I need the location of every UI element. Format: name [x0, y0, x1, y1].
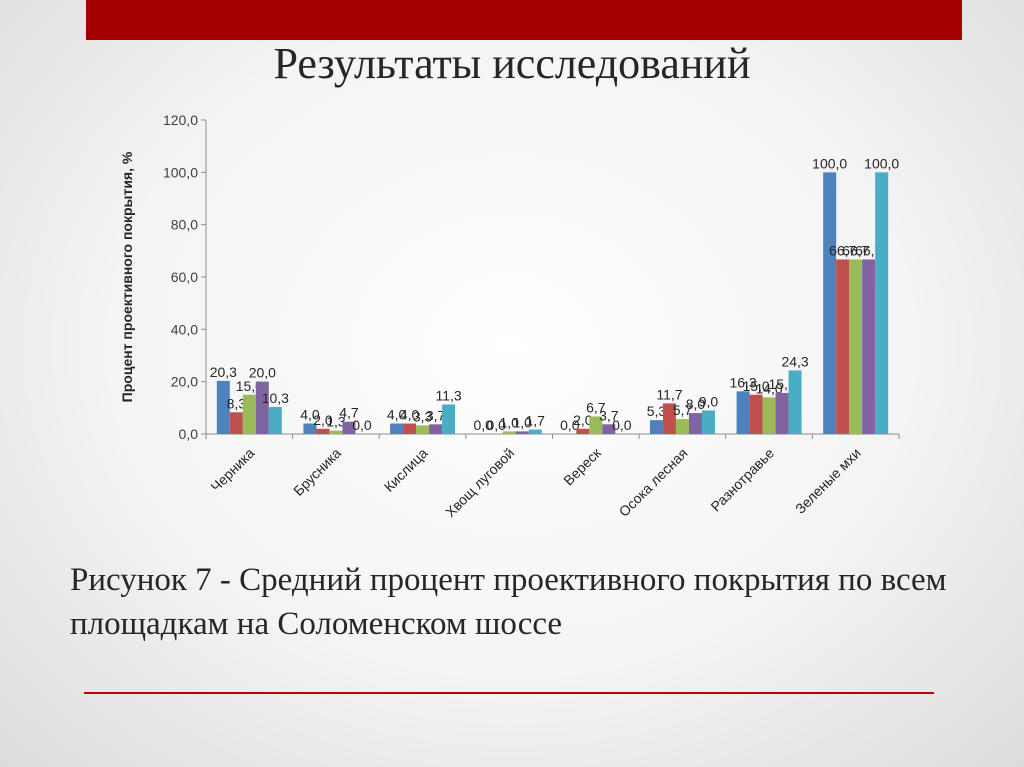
- data-label: 3,7: [599, 407, 619, 423]
- data-label: 20,0: [249, 365, 276, 381]
- category-label: Брусника: [290, 445, 344, 499]
- data-label: 4,7: [339, 405, 359, 421]
- data-label: 5,3: [647, 403, 667, 419]
- data-label: 66,7: [842, 242, 869, 258]
- data-label: 1,7: [525, 413, 545, 429]
- y-tick-label: 60,0: [171, 269, 198, 285]
- bar: [662, 403, 676, 434]
- bar: [736, 391, 750, 434]
- data-label: 0,0: [352, 417, 372, 433]
- bar: [749, 394, 763, 434]
- bar: [502, 431, 516, 434]
- data-label: 2,0: [573, 412, 593, 428]
- data-label: 3,3: [413, 408, 433, 424]
- category-label: Зеленые мхи: [792, 445, 864, 517]
- data-label: 66,7: [829, 242, 856, 258]
- data-label: 0,0: [486, 417, 506, 433]
- bar: [416, 425, 430, 434]
- bar: [688, 413, 702, 434]
- data-label: 11,7: [656, 386, 682, 402]
- data-label: 11,3: [435, 387, 461, 403]
- bar: [216, 380, 230, 434]
- data-label: 0,0: [560, 417, 580, 433]
- bar: [442, 404, 456, 434]
- category-label: Осока лесная: [616, 445, 691, 520]
- data-label: 8,3: [227, 395, 247, 411]
- bottom-divider: [84, 692, 934, 694]
- data-label: 1,0: [499, 414, 519, 430]
- y-tick-label: 40,0: [171, 321, 198, 337]
- bar: [775, 392, 789, 434]
- figure-caption: Рисунок 7 - Средний процент проективного…: [70, 562, 947, 642]
- bar: [849, 259, 863, 434]
- y-tick-label: 80,0: [171, 217, 198, 233]
- bar: [229, 412, 243, 434]
- bar: [649, 420, 663, 434]
- bar: [242, 394, 256, 434]
- data-label: 10,3: [262, 390, 289, 406]
- bar: [528, 429, 542, 434]
- data-label: 20,3: [210, 364, 237, 380]
- slide-title: Результаты исследований: [273, 39, 751, 88]
- data-label: 16,3: [729, 374, 756, 390]
- bar: [429, 424, 443, 434]
- chart-svg: 0,0 20,0 40,0 60,0 80,0 100,0 120,0 Процент про…: [119, 112, 900, 520]
- bar: [602, 424, 616, 434]
- data-label: 8,0: [686, 396, 706, 412]
- bar: [875, 172, 889, 434]
- data-label: 4,0: [300, 407, 320, 423]
- bar: [342, 421, 356, 434]
- bar-chart: 0,0 20,0 40,0 60,0 80,0 100,0 120,0 Процент про…: [100, 100, 920, 560]
- y-tick-label: 120,0: [163, 112, 198, 128]
- data-label: 2,0: [313, 412, 333, 428]
- bar: [403, 423, 417, 434]
- data-label: 3,7: [426, 407, 446, 423]
- bar: [303, 423, 317, 434]
- bar: [255, 381, 269, 434]
- category-label: Разнотравье: [707, 445, 777, 515]
- y-tick-label: 100,0: [163, 164, 198, 180]
- data-label: 0,0: [612, 417, 632, 433]
- top-accent-bar: [86, 0, 962, 40]
- data-label: 6,7: [586, 399, 606, 415]
- data-label: 9,0: [699, 393, 719, 409]
- y-tick-label: 0,0: [179, 426, 199, 442]
- bar: [823, 172, 837, 434]
- category-label: Хвощ луговой: [442, 445, 517, 520]
- bar: [862, 259, 876, 434]
- bar: [390, 423, 404, 434]
- data-label: 14,0: [755, 380, 782, 396]
- bar: [762, 397, 776, 434]
- bar: [836, 259, 850, 434]
- bar: [316, 428, 330, 434]
- data-label: 4,0: [400, 407, 420, 423]
- data-label: 0,0: [473, 417, 493, 433]
- data-label: 4,0: [387, 407, 407, 423]
- data-label: 5,7: [673, 402, 693, 418]
- data-label: 1,3: [326, 414, 346, 430]
- bar: [576, 428, 590, 434]
- bar: [675, 419, 689, 434]
- data-label: 1,0: [512, 414, 532, 430]
- category-label: Вереск: [560, 444, 604, 488]
- category-label: Черника: [207, 445, 257, 495]
- bar: [329, 430, 343, 434]
- category-label: Кислица: [381, 445, 431, 495]
- data-label: 100,0: [812, 155, 847, 171]
- bar: [589, 416, 603, 434]
- bar: [701, 410, 715, 434]
- data-label: 24,3: [781, 353, 808, 369]
- y-axis-title: Процент проективного покрытия, %: [119, 151, 135, 402]
- y-tick-label: 20,0: [171, 374, 198, 390]
- bar: [515, 431, 529, 434]
- bar: [268, 407, 282, 434]
- bar: [788, 370, 802, 434]
- data-label: 15,0: [742, 378, 769, 394]
- data-label: 100,0: [864, 155, 899, 171]
